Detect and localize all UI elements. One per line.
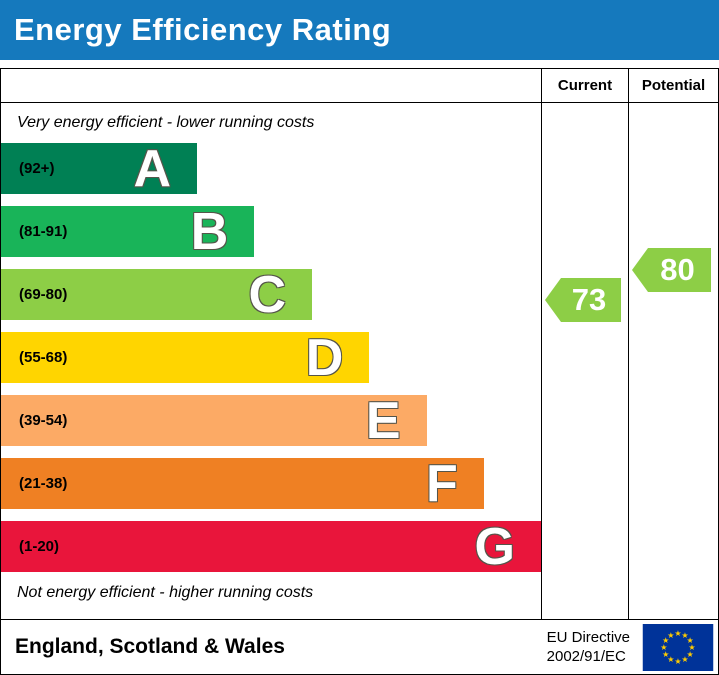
current-column-header: Current xyxy=(541,69,628,102)
band-e-letter: E xyxy=(365,391,401,450)
table-header-row: Current Potential xyxy=(1,69,718,103)
eu-flag-star: ★ xyxy=(662,650,669,659)
rating-table: Current Potential Very energy efficient … xyxy=(0,68,719,675)
potential-column-header: Potential xyxy=(628,69,718,102)
band-b-range: (81-91) xyxy=(19,223,68,240)
band-d-range: (55-68) xyxy=(19,349,68,366)
eu-directive-line2: 2002/91/EC xyxy=(546,648,626,665)
eu-flag-icon: ★ ★ ★ ★ ★ ★ ★ ★ ★ ★ ★ ★ xyxy=(642,623,714,671)
eu-flag-star: ★ xyxy=(667,630,674,639)
band-e-bar: (39-54) E xyxy=(1,391,427,450)
band-f-letter: F xyxy=(425,454,458,513)
eu-flag-star: ★ xyxy=(681,630,688,639)
eu-flag-star: ★ xyxy=(660,643,667,652)
band-c-bar: (69-80) C xyxy=(1,265,313,324)
eu-directive-label: EU Directive 2002/91/EC xyxy=(547,628,642,667)
banner: Energy Efficiency Rating xyxy=(0,0,719,60)
band-f-range: (21-38) xyxy=(19,475,68,492)
potential-marker: 80 xyxy=(632,248,711,292)
band-a-bar: (92+) A xyxy=(1,139,198,198)
eu-flag-star: ★ xyxy=(662,635,669,644)
top-note: Very energy efficient - lower running co… xyxy=(17,114,315,131)
current-marker: 73 xyxy=(545,278,621,322)
eu-flag-field xyxy=(642,623,714,671)
band-a-range: (92+) xyxy=(19,160,55,177)
eu-flag-star: ★ xyxy=(687,635,694,644)
band-e-range: (39-54) xyxy=(19,412,68,429)
bands-area: Very energy efficient - lower running co… xyxy=(1,103,541,619)
potential-column: 80 xyxy=(628,103,718,619)
eu-flag-star: ★ xyxy=(687,650,694,659)
table-footer: England, Scotland & Wales EU Directive 2… xyxy=(1,619,718,674)
eu-directive-line1: EU Directive xyxy=(546,628,630,646)
band-b-bar: (81-91) B xyxy=(1,202,255,261)
eu-flag-star: ★ xyxy=(667,655,674,664)
potential-value: 80 xyxy=(660,252,695,287)
region-label: England, Scotland & Wales xyxy=(15,635,285,658)
page-title: Energy Efficiency Rating xyxy=(14,12,392,47)
eu-flag-star: ★ xyxy=(674,628,681,637)
eu-flag-star: ★ xyxy=(681,655,688,664)
band-b-letter: B xyxy=(190,202,229,261)
band-g-range: (1-20) xyxy=(19,538,60,555)
band-c-range: (69-80) xyxy=(19,286,68,303)
header-spacer xyxy=(1,69,541,102)
band-c-letter: C xyxy=(248,265,287,324)
current-value: 73 xyxy=(571,282,607,317)
table-body: Very energy efficient - lower running co… xyxy=(1,103,718,619)
band-d-bar: (55-68) D xyxy=(1,328,370,387)
bottom-note: Not energy efficient - higher running co… xyxy=(17,584,314,601)
band-g-bar: (1-20) G xyxy=(1,517,541,576)
current-column: 73 xyxy=(541,103,628,619)
band-a-letter: A xyxy=(133,139,172,198)
eu-flag-star: ★ xyxy=(688,643,695,652)
eu-flag-star: ★ xyxy=(674,657,681,666)
band-d-letter: D xyxy=(305,328,344,387)
band-g-letter: G xyxy=(474,517,515,576)
band-f-bar: (21-38) F xyxy=(1,454,484,513)
